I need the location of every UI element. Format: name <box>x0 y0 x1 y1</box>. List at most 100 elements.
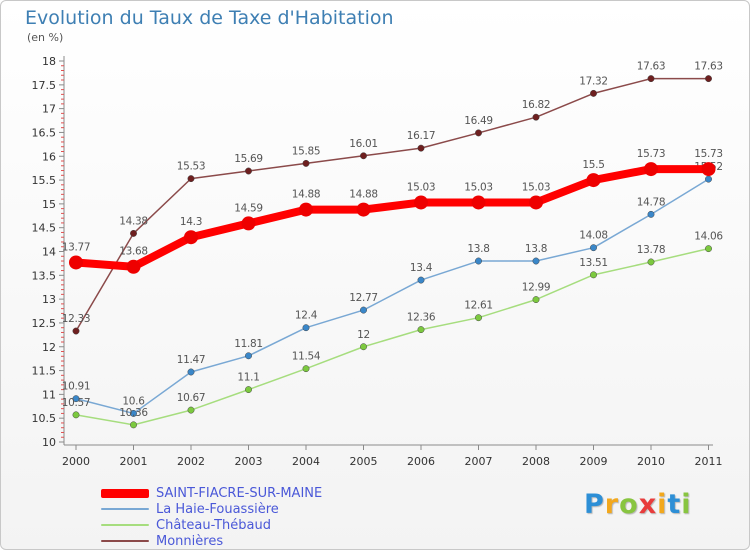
x-tick-label: 2001 <box>120 455 148 468</box>
data-point <box>356 202 371 217</box>
data-label: 16.49 <box>464 115 493 127</box>
data-point <box>475 129 482 137</box>
data-point <box>705 75 712 83</box>
data-label: 17.63 <box>637 61 666 73</box>
legend-swatch <box>101 508 149 510</box>
data-label: 12 <box>357 329 370 341</box>
data-label: 15.73 <box>637 148 666 160</box>
data-label: 13.78 <box>637 244 666 256</box>
y-tick-label: 14.5 <box>32 222 57 235</box>
data-point <box>69 255 83 270</box>
data-label: 12.77 <box>349 292 378 304</box>
data-point <box>184 230 198 245</box>
data-label: 17.32 <box>579 75 608 87</box>
data-point <box>245 352 252 360</box>
series-line <box>75 247 710 426</box>
legend-item: Monnières <box>101 533 322 549</box>
data-label: 15.03 <box>407 181 436 193</box>
data-label: 14.38 <box>119 215 148 227</box>
data-label: 15.69 <box>234 153 263 165</box>
data-label: 15.73 <box>694 148 723 160</box>
data-label: 15.85 <box>292 145 321 157</box>
data-point <box>72 327 80 335</box>
x-tick-label: 2010 <box>637 455 665 468</box>
data-label: 10.91 <box>62 381 91 393</box>
data-label: 11.81 <box>234 338 263 350</box>
data-point <box>647 258 655 266</box>
data-label: 15.03 <box>522 181 551 193</box>
y-tick-label: 16 <box>42 150 56 163</box>
data-label: 12.61 <box>464 300 493 312</box>
data-point <box>647 210 655 218</box>
data-point <box>302 324 310 332</box>
data-point <box>590 244 597 252</box>
legend-item: SAINT-FIACRE-SUR-MAINE <box>101 485 322 501</box>
data-point <box>417 144 425 152</box>
data-point <box>360 343 367 351</box>
data-label: 12.33 <box>62 313 91 325</box>
logo-letter: o <box>619 489 639 520</box>
y-tick-label: 12 <box>42 341 56 354</box>
data-point <box>302 159 310 167</box>
legend-item: La Haie-Fouassière <box>101 501 322 517</box>
x-tick-label: 2008 <box>522 455 550 468</box>
data-point <box>701 162 716 177</box>
y-tick-label: 10.5 <box>32 412 57 425</box>
legend-swatch <box>101 524 149 526</box>
legend-swatch <box>101 540 149 542</box>
x-tick-label: 2007 <box>465 455 493 468</box>
legend-label: La Haie-Fouassière <box>156 501 279 517</box>
series-line <box>75 77 710 332</box>
chart-unit: (en %) <box>27 31 64 44</box>
data-label: 12.36 <box>407 312 436 324</box>
y-tick-label: 13 <box>42 293 56 306</box>
y-tick-label: 18 <box>42 55 56 68</box>
data-point <box>245 167 252 175</box>
x-tick-label: 2005 <box>350 455 378 468</box>
data-point <box>187 406 195 414</box>
chart-legend: SAINT-FIACRE-SUR-MAINE La Haie-Fouassière… <box>101 485 322 549</box>
data-point <box>475 257 482 265</box>
data-point <box>187 368 195 376</box>
data-label: 14.78 <box>637 196 666 208</box>
data-label: 15.03 <box>464 181 493 193</box>
data-label: 13.68 <box>119 246 148 258</box>
data-point <box>647 75 655 83</box>
data-point <box>644 162 658 177</box>
data-point <box>126 259 141 274</box>
data-label: 17.63 <box>694 61 723 73</box>
data-point <box>532 113 540 121</box>
data-point <box>586 173 601 188</box>
x-tick-label: 2011 <box>695 455 723 468</box>
x-tick-label: 2002 <box>177 455 205 468</box>
data-label: 13.8 <box>525 243 547 255</box>
x-tick-label: 2004 <box>292 455 320 468</box>
data-label: 15.53 <box>177 161 206 173</box>
data-point <box>532 296 540 304</box>
data-point <box>299 202 313 217</box>
data-point <box>705 175 712 183</box>
data-point <box>471 195 486 210</box>
y-tick-label: 17 <box>42 103 56 116</box>
logo-letter: i <box>657 489 668 520</box>
y-tick-label: 15 <box>42 198 56 211</box>
data-label: 16.01 <box>349 138 378 150</box>
data-label: 12.4 <box>295 310 318 322</box>
proxiti-logo: Proxiti <box>584 489 692 520</box>
logo-letter: r <box>604 489 620 520</box>
data-label: 14.59 <box>234 202 263 214</box>
chart-title: Evolution du Taux de Taxe d'Habitation <box>25 7 394 29</box>
data-point <box>532 257 540 265</box>
data-point <box>72 411 80 419</box>
y-tick-label: 10 <box>42 436 56 449</box>
data-label: 16.82 <box>522 99 551 111</box>
legend-swatch <box>101 488 149 498</box>
data-label: 12.99 <box>522 282 551 294</box>
y-tick-label: 13.5 <box>32 269 57 282</box>
data-point <box>417 326 425 334</box>
y-tick-label: 12.5 <box>32 317 57 330</box>
logo-letter: P <box>584 489 605 520</box>
data-point <box>245 386 252 394</box>
data-point <box>241 216 256 231</box>
